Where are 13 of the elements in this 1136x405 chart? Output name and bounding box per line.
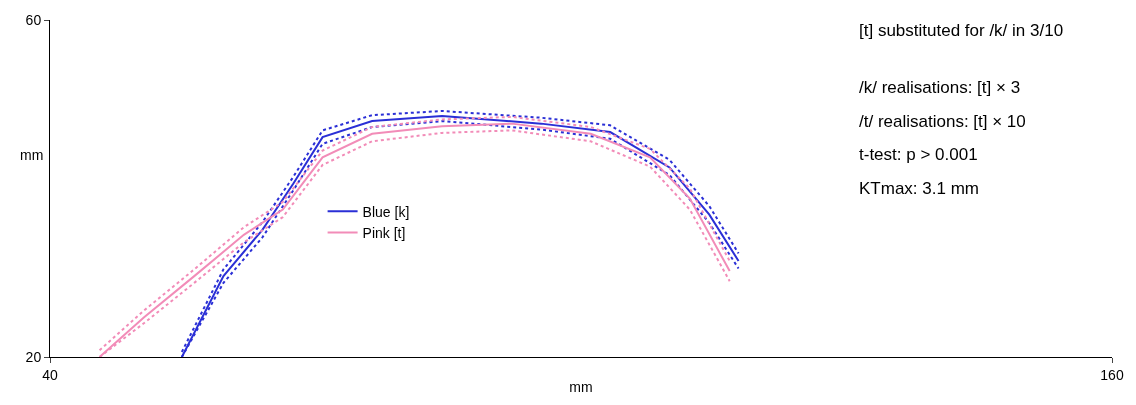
annotation: /k/ realisations: [t] × 3 [859,78,1021,97]
x-tick-label: 40 [42,366,58,383]
x-tick-label: 160 [1100,366,1124,383]
annotation: KTmax: 3.1 mm [859,179,979,198]
y-tick-label: 60 [25,11,42,28]
legend-label: Pink [t] [362,224,406,241]
annotation: /t/ realisations: [t] × 10 [859,112,1026,131]
annotation: [t] substituted for /k/ in 3/10 [859,21,1064,40]
legend-label: Blue [k] [362,203,410,220]
y-axis-title: mm [20,147,44,163]
y-tick-label: 20 [25,348,42,365]
x-axis-title: mm [569,379,593,396]
annotation: t-test: p > 0.001 [859,145,978,164]
